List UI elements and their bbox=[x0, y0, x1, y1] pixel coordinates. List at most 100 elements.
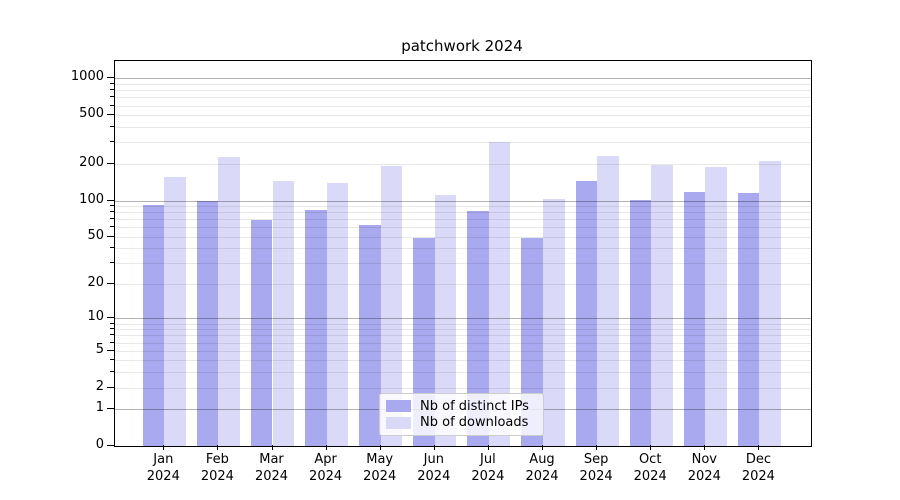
bar-downloads-jul bbox=[488, 142, 511, 446]
y-minor-tick bbox=[110, 83, 114, 84]
y-minor-tick bbox=[110, 341, 114, 343]
x-tick-label-year: 2024 bbox=[741, 469, 775, 484]
bar-downloads-nov bbox=[705, 166, 727, 446]
y-tick-label: 2 bbox=[95, 378, 104, 394]
bar-downloads-jan bbox=[164, 177, 186, 446]
y-gridline bbox=[115, 105, 811, 107]
bar-downloads-oct bbox=[651, 165, 673, 446]
y-gridline bbox=[115, 372, 811, 374]
y-tick-label: 1000 bbox=[70, 69, 104, 85]
x-tick bbox=[325, 445, 327, 450]
y-tick-label: 500 bbox=[79, 106, 104, 122]
y-minor-tick bbox=[110, 226, 114, 228]
x-tick-label: Jul 2024 bbox=[456, 451, 520, 485]
x-tick-label: Aug 2024 bbox=[510, 451, 574, 485]
y-gridline bbox=[115, 263, 811, 265]
y-minor-tick bbox=[110, 322, 114, 324]
y-tick bbox=[107, 114, 114, 116]
x-tick-label-year: 2024 bbox=[687, 469, 721, 484]
y-gridline bbox=[115, 115, 811, 117]
x-tick-label-year: 2024 bbox=[525, 469, 559, 484]
x-tick bbox=[433, 445, 435, 450]
y-minor-tick bbox=[110, 359, 114, 361]
y-gridline bbox=[115, 212, 811, 214]
y-tick bbox=[107, 445, 114, 446]
y-tick-label: 1 bbox=[95, 400, 104, 416]
y-gridline bbox=[115, 142, 811, 144]
y-tick bbox=[107, 317, 114, 319]
bars-layer bbox=[115, 61, 811, 446]
x-tick bbox=[596, 445, 598, 450]
bar-downloads-aug bbox=[543, 198, 565, 446]
x-tick-label: Jan 2024 bbox=[131, 451, 195, 485]
y-minor-tick bbox=[110, 371, 114, 373]
y-minor-tick bbox=[110, 126, 114, 128]
y-gridline bbox=[115, 227, 811, 229]
y-minor-tick bbox=[110, 334, 114, 336]
y-minor-tick bbox=[110, 247, 114, 249]
x-tick-label: May 2024 bbox=[348, 451, 412, 485]
y-minor-tick bbox=[110, 205, 114, 206]
y-tick bbox=[107, 408, 114, 410]
bar-downloads-may bbox=[380, 165, 403, 446]
chart-title: patchwork 2024 bbox=[401, 37, 523, 55]
legend-swatch-distinct-ips bbox=[386, 400, 411, 413]
y-tick bbox=[107, 283, 114, 284]
y-gridline bbox=[115, 127, 811, 129]
y-gridline bbox=[115, 84, 811, 85]
y-gridline bbox=[115, 206, 811, 207]
x-tick bbox=[542, 445, 543, 450]
legend-label-downloads: Nb of downloads bbox=[420, 415, 529, 431]
x-tick-label: Mar 2024 bbox=[240, 451, 304, 485]
y-gridline bbox=[115, 318, 811, 320]
grid-layer bbox=[115, 61, 811, 446]
y-gridline bbox=[115, 387, 811, 389]
y-minor-tick bbox=[110, 262, 114, 264]
legend: Nb of distinct IPs Nb of downloads bbox=[379, 393, 544, 436]
y-tick-label: 50 bbox=[87, 227, 104, 243]
bar-downloads-feb bbox=[218, 157, 240, 446]
bar-distinct-ips-nov bbox=[683, 192, 706, 446]
y-tick bbox=[107, 162, 114, 164]
legend-swatch-downloads bbox=[386, 416, 411, 429]
x-tick bbox=[758, 445, 760, 450]
y-tick bbox=[107, 199, 114, 201]
y-minor-tick bbox=[110, 141, 114, 143]
y-gridline bbox=[115, 219, 811, 221]
y-gridline bbox=[115, 284, 811, 285]
x-tick-label-year: 2024 bbox=[200, 469, 234, 484]
y-gridline bbox=[115, 342, 811, 344]
x-tick bbox=[704, 445, 706, 450]
bar-downloads-dec bbox=[759, 161, 781, 446]
y-minor-tick bbox=[110, 328, 114, 330]
y-tick-label: 200 bbox=[79, 154, 104, 170]
y-tick-label: 100 bbox=[79, 191, 104, 207]
bar-distinct-ips-dec bbox=[737, 193, 760, 446]
y-gridline bbox=[115, 200, 811, 202]
x-tick-label: Nov 2024 bbox=[672, 451, 736, 485]
plot-area: Nb of distinct IPs Nb of downloads bbox=[114, 60, 812, 447]
x-tick-label-year: 2024 bbox=[309, 469, 343, 484]
y-gridline bbox=[115, 335, 811, 337]
y-gridline bbox=[115, 329, 811, 331]
bar-downloads-sep bbox=[597, 155, 619, 446]
y-gridline bbox=[115, 323, 811, 325]
bar-distinct-ips-apr bbox=[305, 209, 327, 446]
y-tick-label: 0 bbox=[95, 437, 104, 452]
x-tick-label-year: 2024 bbox=[146, 469, 180, 484]
y-gridline bbox=[115, 90, 811, 92]
y-minor-tick bbox=[110, 218, 114, 220]
y-gridline bbox=[115, 350, 811, 352]
x-tick-label-year: 2024 bbox=[579, 469, 613, 484]
x-tick-label-year: 2024 bbox=[417, 469, 451, 484]
bar-distinct-ips-sep bbox=[575, 180, 598, 446]
y-gridline bbox=[115, 236, 811, 238]
y-minor-tick bbox=[110, 211, 114, 213]
bar-downloads-mar bbox=[272, 180, 295, 446]
bar-distinct-ips-oct bbox=[629, 199, 652, 446]
bar-distinct-ips-jul bbox=[467, 210, 489, 446]
x-tick-label-year: 2024 bbox=[254, 469, 289, 484]
y-tick bbox=[107, 386, 114, 388]
